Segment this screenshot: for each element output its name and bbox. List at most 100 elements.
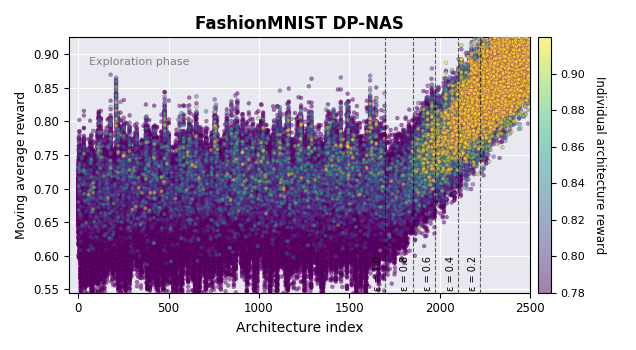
Point [126,214,136,219]
Point [384,222,394,228]
Point [123,203,134,209]
Point [83,226,93,231]
Point [343,127,353,133]
Point [440,153,450,158]
Point [202,215,212,221]
Point [501,79,511,84]
Point [478,93,488,99]
Point [109,180,119,185]
Point [212,203,222,209]
Point [431,159,441,164]
Point [497,86,508,91]
Point [117,235,127,240]
Point [186,143,196,149]
Point [476,98,486,104]
Point [446,154,457,160]
Point [387,232,397,237]
Point [111,159,121,165]
Point [342,172,352,177]
Point [164,171,174,177]
Point [148,206,158,212]
Point [118,209,128,215]
Point [403,207,413,212]
Point [387,184,397,190]
Point [151,158,162,163]
Point [207,187,217,192]
Point [247,175,258,180]
Point [405,159,415,164]
Point [188,173,198,178]
Point [509,73,520,78]
Point [349,248,359,253]
Point [128,201,138,207]
Point [289,192,300,197]
Point [385,132,395,138]
Point [443,150,453,156]
Point [286,222,296,227]
Point [121,173,132,178]
Point [384,187,394,192]
Point [113,268,123,274]
Point [162,200,172,206]
Point [212,142,223,148]
Point [205,188,215,194]
Point [452,154,462,160]
Point [237,141,247,146]
Point [520,52,530,57]
Point [447,133,457,138]
Point [236,220,246,225]
Point [242,155,252,160]
Point [418,177,429,182]
Point [446,126,456,132]
Point [268,208,279,214]
Point [240,204,250,209]
Point [275,188,286,193]
Point [362,228,372,233]
Point [244,207,254,213]
Point [409,165,419,170]
Point [204,197,214,202]
Point [364,192,374,198]
Point [325,198,335,204]
Point [459,113,469,119]
Point [423,173,433,178]
Point [512,82,522,88]
Point [141,192,151,198]
Point [212,218,223,224]
Point [249,237,259,243]
Point [99,235,109,240]
Point [275,170,286,176]
Point [192,197,202,202]
Point [298,196,308,201]
Point [160,209,170,214]
Point [186,160,196,166]
Point [92,212,102,218]
Point [389,207,399,212]
Point [99,195,109,201]
Point [506,70,516,76]
Point [288,207,298,213]
Point [78,170,88,176]
Point [490,78,501,84]
Point [288,183,298,188]
Point [497,105,508,111]
Point [414,176,424,182]
Point [389,249,399,254]
Point [484,89,494,95]
Point [112,238,122,243]
Point [205,191,216,197]
Point [518,44,528,50]
Point [307,184,317,189]
Point [447,106,457,111]
Point [438,132,448,138]
Point [375,187,385,192]
Point [104,225,114,230]
Point [176,250,186,255]
Point [247,169,258,175]
Point [116,180,126,186]
Point [215,176,225,182]
Point [78,237,88,243]
Point [376,149,386,154]
Point [245,214,256,220]
Point [156,203,166,209]
